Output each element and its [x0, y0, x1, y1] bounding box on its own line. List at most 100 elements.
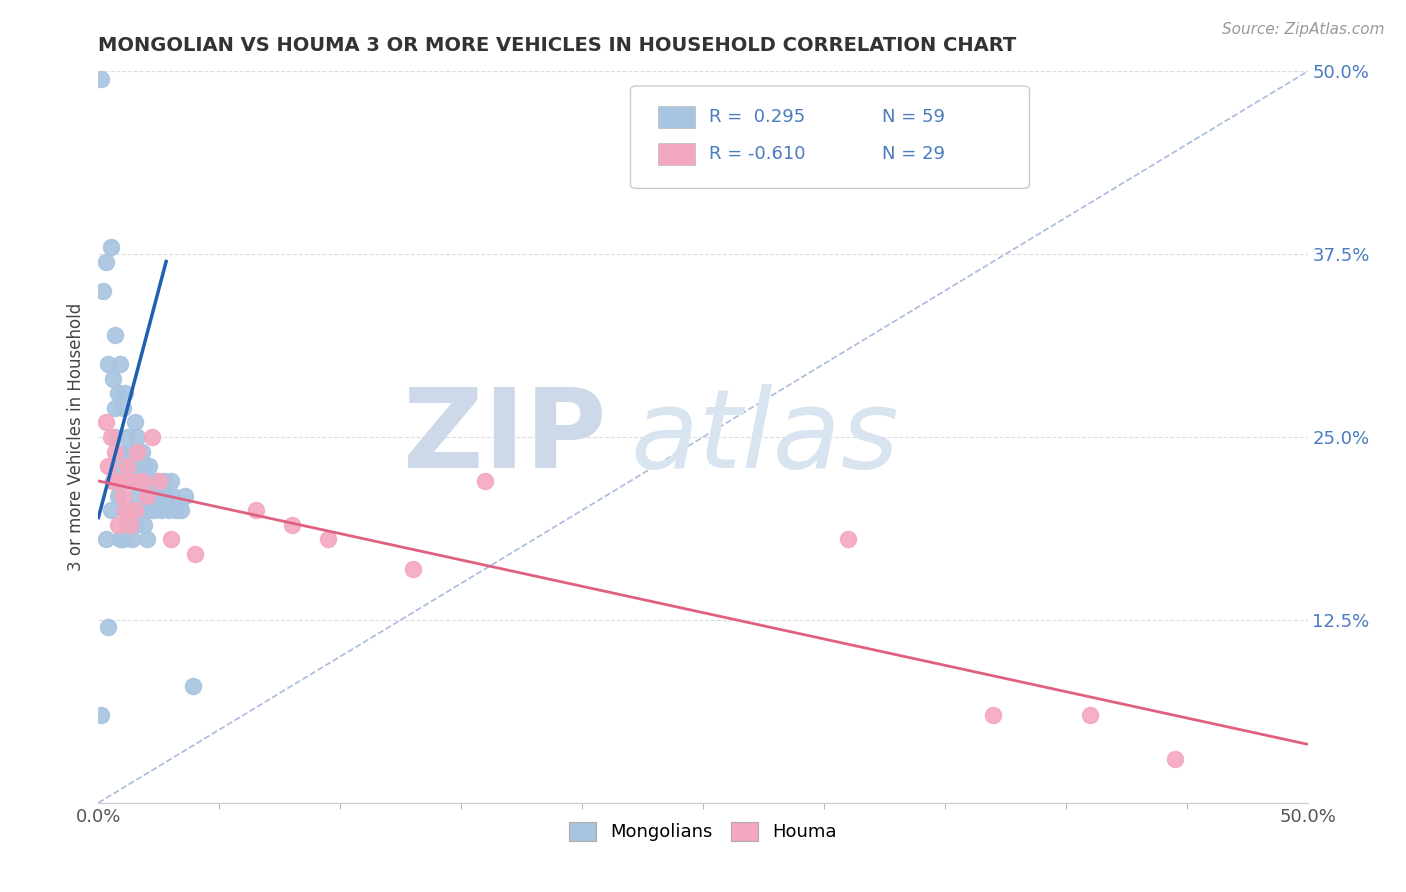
Point [117, 459, 139, 474]
Point [118, 503, 141, 517]
Y-axis label: 3 or more Vehicles in Household: 3 or more Vehicles in Household [66, 303, 84, 571]
Point [97, 357, 120, 371]
Point [141, 489, 163, 503]
Point [131, 444, 153, 458]
Point [162, 489, 184, 503]
Point [108, 357, 131, 371]
Point [837, 533, 859, 547]
Point [127, 444, 149, 458]
Point [148, 474, 170, 488]
Point [138, 503, 160, 517]
Point [138, 459, 160, 474]
Point [134, 459, 156, 474]
Text: R =  0.295: R = 0.295 [709, 109, 806, 127]
Point [100, 430, 122, 444]
FancyBboxPatch shape [658, 106, 695, 128]
Point [127, 489, 149, 503]
Point [90, 708, 112, 723]
Point [94, 533, 117, 547]
Point [111, 401, 134, 415]
Point [118, 517, 141, 532]
Point [107, 386, 129, 401]
Text: N = 59: N = 59 [882, 109, 945, 127]
Point [169, 503, 191, 517]
Point [111, 489, 134, 503]
Point [1163, 752, 1185, 766]
Point [316, 533, 339, 547]
Point [117, 517, 139, 532]
Point [121, 459, 143, 474]
Text: R = -0.610: R = -0.610 [709, 145, 806, 163]
Point [474, 474, 496, 488]
Point [135, 533, 157, 547]
Point [114, 503, 136, 517]
Point [94, 254, 117, 268]
Point [145, 474, 167, 488]
Point [91, 284, 114, 298]
Point [90, 71, 112, 86]
FancyBboxPatch shape [658, 143, 695, 165]
Point [402, 562, 425, 576]
Point [131, 474, 153, 488]
Legend: Mongolians, Houma: Mongolians, Houma [562, 814, 844, 848]
Point [101, 474, 124, 488]
Text: atlas: atlas [630, 384, 898, 491]
Point [143, 503, 166, 517]
Point [107, 489, 129, 503]
Point [97, 620, 120, 634]
Point [97, 459, 120, 474]
Point [114, 444, 136, 458]
Point [174, 489, 197, 503]
FancyBboxPatch shape [630, 86, 1029, 188]
Text: N = 29: N = 29 [882, 145, 945, 163]
Point [100, 240, 122, 254]
Point [127, 430, 149, 444]
Point [114, 386, 136, 401]
Point [101, 474, 124, 488]
Point [104, 430, 127, 444]
Point [134, 517, 156, 532]
Point [108, 474, 131, 488]
Point [135, 474, 157, 488]
Point [111, 533, 134, 547]
Point [124, 517, 146, 532]
Point [117, 430, 139, 444]
Text: Source: ZipAtlas.com: Source: ZipAtlas.com [1222, 22, 1385, 37]
Point [111, 474, 134, 488]
Point [128, 474, 150, 488]
Point [141, 430, 163, 444]
Point [124, 416, 146, 430]
Point [104, 401, 127, 415]
Point [104, 444, 127, 458]
Point [1078, 708, 1101, 723]
Point [118, 444, 141, 458]
Point [124, 503, 146, 517]
Point [157, 503, 180, 517]
Point [181, 679, 204, 693]
Point [107, 517, 129, 532]
Point [104, 327, 127, 342]
Point [245, 503, 267, 517]
Point [184, 547, 207, 561]
Point [121, 533, 143, 547]
Point [108, 533, 131, 547]
Point [94, 416, 117, 430]
Text: MONGOLIAN VS HOUMA 3 OR MORE VEHICLES IN HOUSEHOLD CORRELATION CHART: MONGOLIAN VS HOUMA 3 OR MORE VEHICLES IN… [98, 36, 1017, 54]
Point [150, 503, 173, 517]
Point [135, 489, 157, 503]
Point [114, 503, 136, 517]
Point [160, 533, 183, 547]
Point [108, 459, 131, 474]
Point [124, 474, 146, 488]
Point [148, 489, 170, 503]
Point [165, 503, 187, 517]
Point [160, 474, 183, 488]
Point [155, 489, 177, 503]
Point [131, 503, 153, 517]
Point [281, 517, 304, 532]
Point [100, 503, 122, 517]
Point [121, 474, 143, 488]
Point [101, 371, 124, 385]
Text: ZIP: ZIP [404, 384, 606, 491]
Point [981, 708, 1004, 723]
